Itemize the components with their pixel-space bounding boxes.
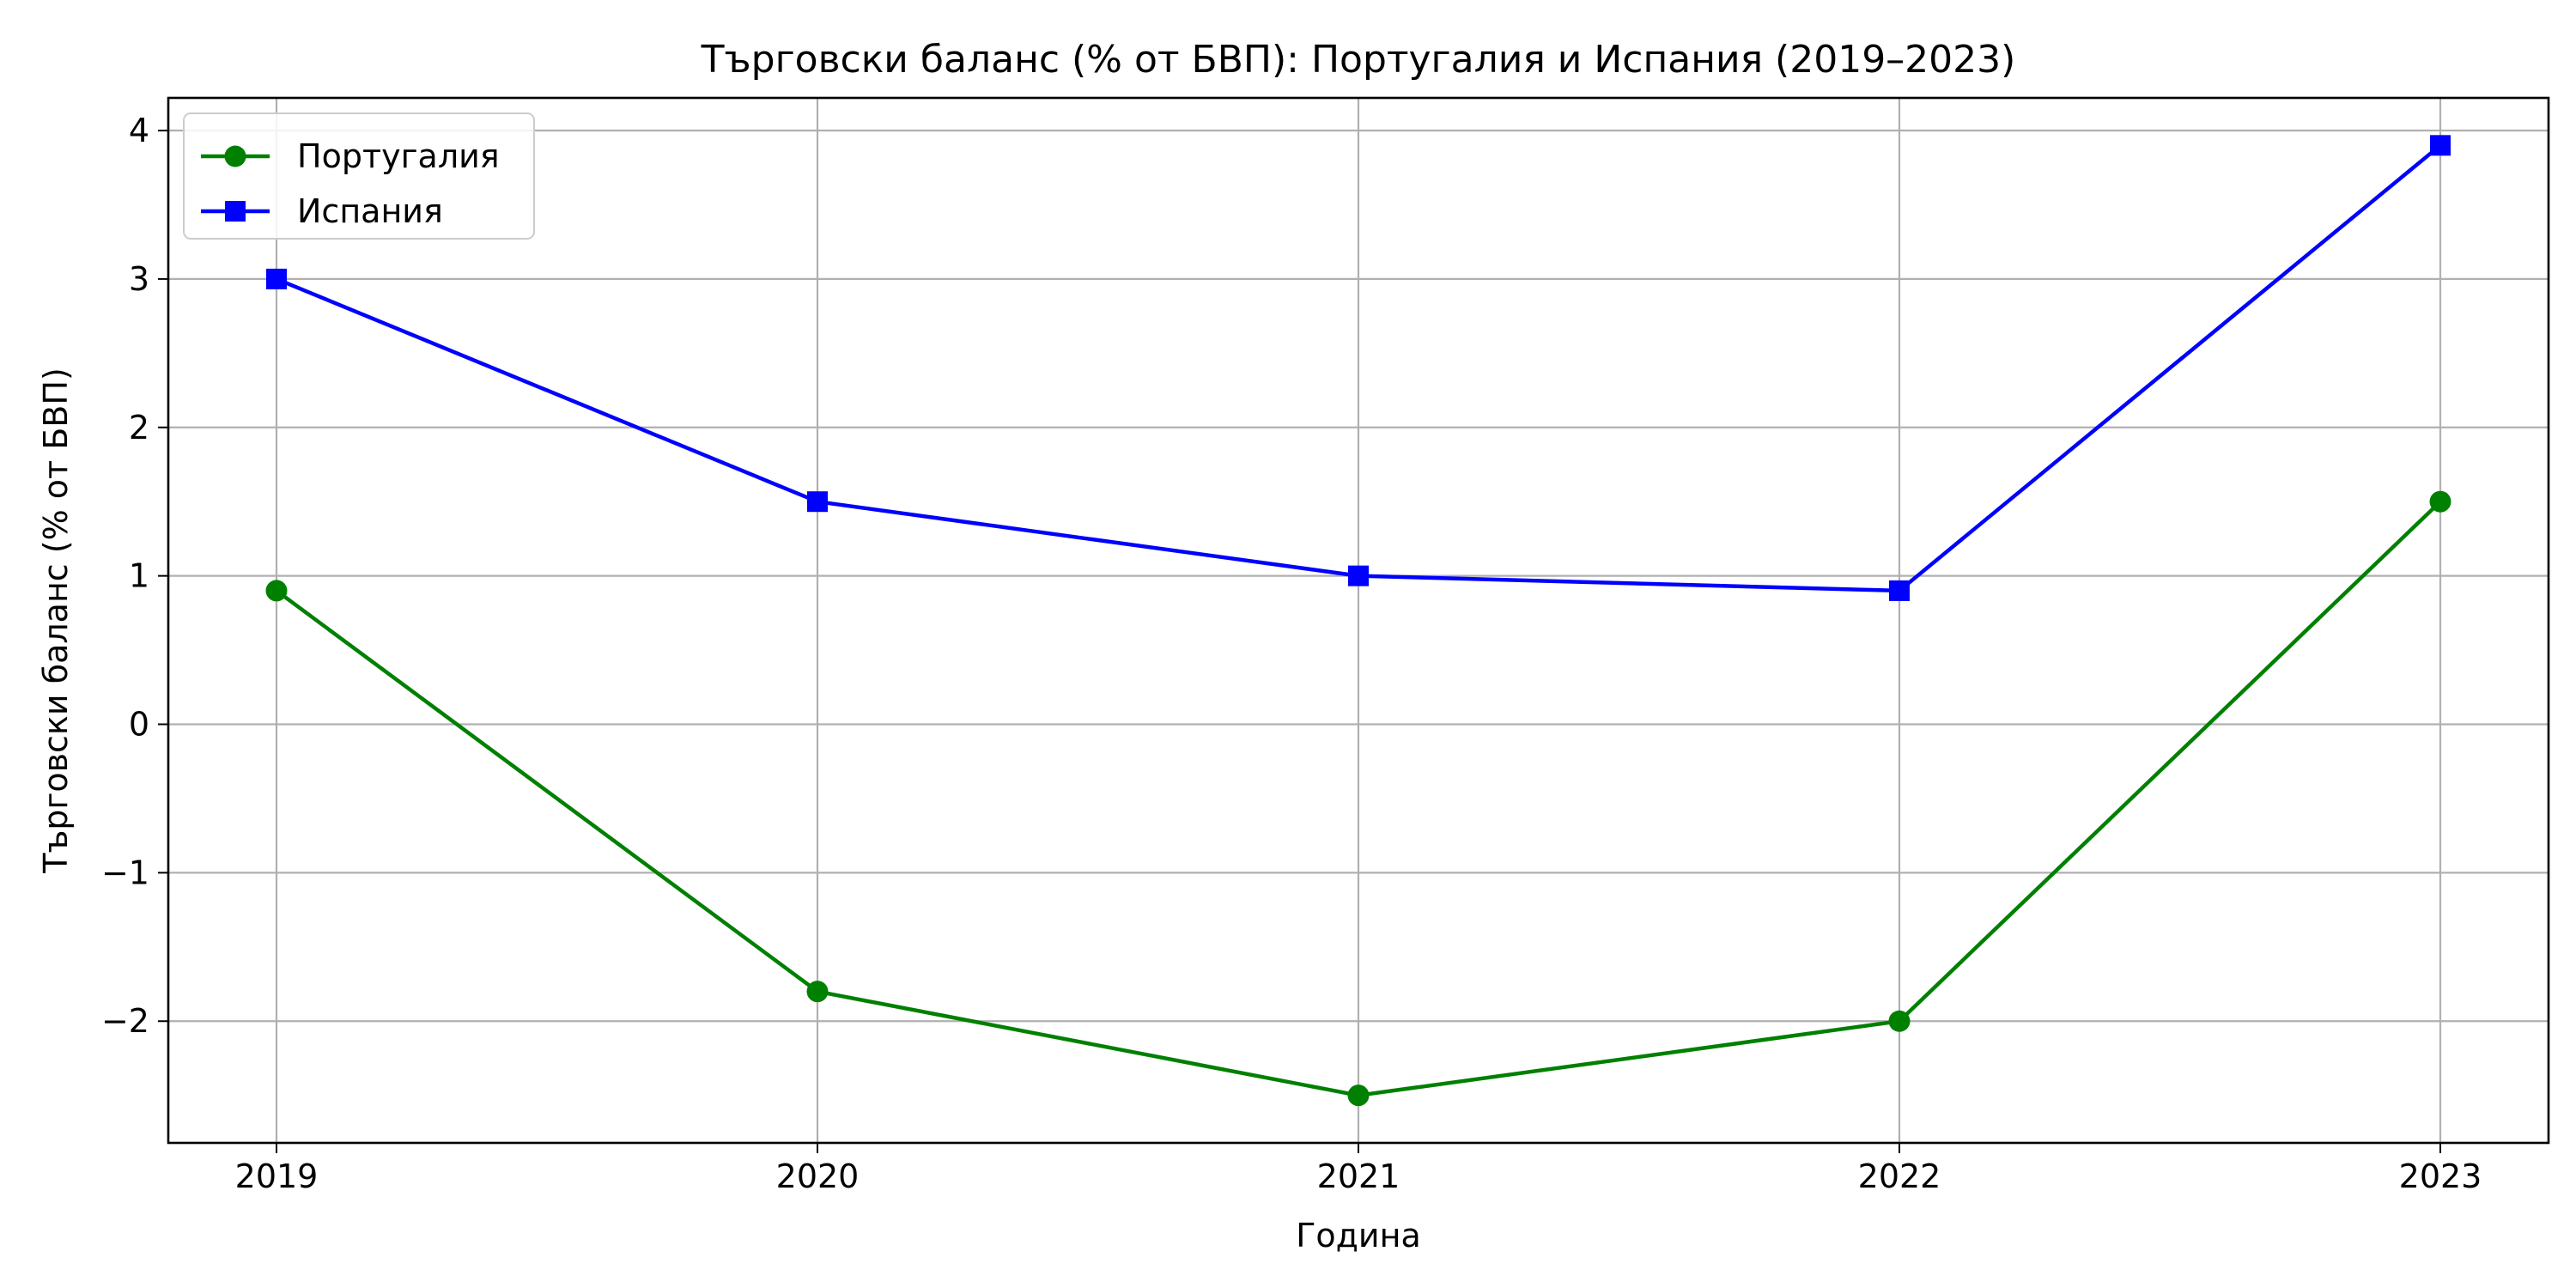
y-tick-label: 0: [129, 706, 149, 744]
y-axis-label: Търговски баланс (% от БВП): [37, 368, 75, 874]
legend: Португалия Испания: [183, 112, 535, 240]
data-point: [806, 981, 829, 1003]
data-point: [266, 268, 287, 289]
x-tick-label: 2023: [2399, 1157, 2482, 1195]
y-tick-label: 3: [129, 260, 149, 298]
series-group: [265, 135, 2451, 1107]
y-tick-label: 2: [129, 409, 149, 447]
legend-label: Португалия: [297, 137, 500, 175]
data-point: [1889, 580, 1910, 601]
data-point: [807, 491, 828, 513]
y-tick-label: −1: [101, 854, 149, 891]
y-tick-label: −2: [101, 1002, 149, 1040]
data-point: [265, 580, 288, 602]
data-point: [2430, 135, 2451, 156]
x-tick-label: 2019: [235, 1157, 319, 1195]
x-tick-label: 2022: [1858, 1157, 1941, 1195]
y-tick-label: 4: [129, 112, 149, 149]
x-axis-label: Година: [1296, 1217, 1421, 1255]
legend-marker: [224, 145, 246, 167]
data-point: [1888, 1010, 1911, 1032]
data-point: [1347, 1084, 1370, 1107]
grid-lines: [168, 98, 2549, 1143]
chart-title: Търговски баланс (% от БВП): Португалия …: [701, 38, 2016, 82]
data-point: [2429, 490, 2451, 513]
data-point: [1348, 565, 1369, 586]
x-tick-label: 2020: [776, 1157, 860, 1195]
axis-ticks: 2019 2020 2021 2022 2023 −2 −1 0 1 2 3 4: [101, 112, 2482, 1195]
y-tick-label: 1: [129, 557, 149, 595]
x-tick-label: 2021: [1317, 1157, 1400, 1195]
legend-box: [183, 112, 535, 240]
legend-label: Испания: [297, 192, 443, 230]
legend-marker: [225, 201, 246, 222]
